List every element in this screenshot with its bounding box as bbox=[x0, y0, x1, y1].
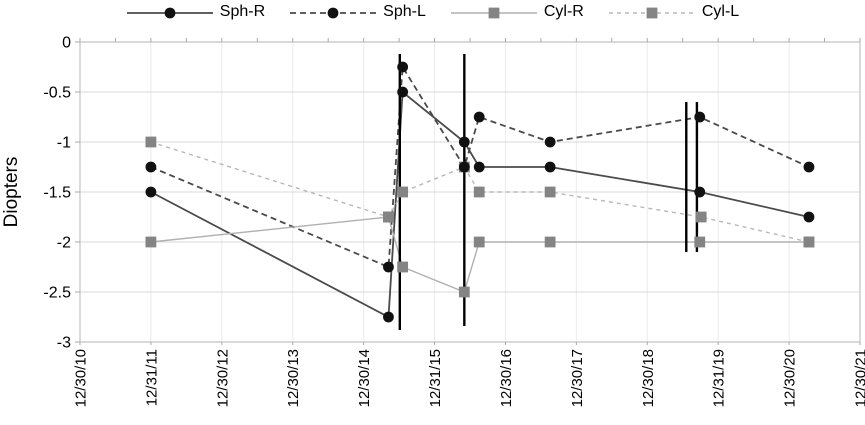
y-tick-label: 0 bbox=[62, 35, 71, 52]
data-point-marker-sph-r bbox=[383, 311, 394, 323]
y-tick-label: -2.5 bbox=[43, 285, 71, 302]
x-tick-label: 12/30/21 bbox=[853, 349, 865, 407]
y-tick-label: -2 bbox=[57, 235, 71, 252]
data-point-marker-cyl-l bbox=[544, 186, 556, 198]
data-point-marker-sph-l bbox=[383, 261, 394, 273]
legend-item-cyl-r: Cyl-R bbox=[450, 2, 584, 24]
x-tick-label: 12/30/12 bbox=[214, 349, 231, 407]
data-point-marker-sph-l bbox=[803, 161, 815, 173]
data-point-marker-sph-r bbox=[458, 136, 470, 148]
legend-swatch-cyl-l-icon bbox=[608, 7, 695, 19]
legend-swatch-cyl-r-icon bbox=[450, 7, 537, 19]
data-point-marker-cyl-l bbox=[397, 186, 409, 198]
data-point-marker-cyl-r bbox=[488, 7, 500, 19]
x-tick-label: 12/30/10 bbox=[73, 349, 90, 407]
data-point-marker-sph-r bbox=[473, 161, 485, 173]
x-tick-label: 12/30/13 bbox=[285, 349, 302, 407]
data-point-marker-sph-l bbox=[458, 161, 470, 173]
data-point-marker-sph-r bbox=[164, 7, 176, 19]
x-tick-label: 12/30/18 bbox=[640, 349, 657, 407]
legend-item-cyl-l: Cyl-L bbox=[608, 2, 739, 24]
data-point-marker-cyl-r bbox=[544, 236, 556, 248]
y-tick-label: -1.5 bbox=[43, 185, 71, 202]
legend-label-sph-l: Sph-L bbox=[383, 3, 426, 20]
series-line-sph-l bbox=[150, 64, 810, 269]
data-point-marker-sph-l bbox=[694, 111, 706, 123]
x-tick-label: 12/30/20 bbox=[782, 349, 799, 407]
data-point-marker-cyl-r bbox=[458, 286, 470, 298]
data-point-marker-sph-r bbox=[803, 211, 815, 223]
legend-item-sph-l: Sph-L bbox=[289, 2, 426, 24]
data-point-marker-cyl-r bbox=[145, 236, 157, 248]
x-tick-label: 12/31/15 bbox=[427, 349, 444, 407]
data-point-marker-cyl-l bbox=[383, 211, 394, 223]
data-point-marker-cyl-l bbox=[803, 236, 815, 248]
series-line-cyl-r bbox=[150, 216, 809, 293]
legend-label-cyl-r: Cyl-R bbox=[543, 3, 584, 20]
data-point-marker-cyl-l bbox=[145, 136, 157, 148]
data-point-marker-sph-l bbox=[145, 161, 157, 173]
data-point-marker-sph-l bbox=[544, 136, 556, 148]
data-point-marker-sph-l bbox=[473, 111, 485, 123]
x-tick-label: 12/31/19 bbox=[711, 349, 728, 407]
data-point-marker-cyl-l bbox=[473, 186, 485, 198]
data-point-marker-cyl-r bbox=[694, 236, 706, 248]
x-tick-label: 12/30/16 bbox=[498, 349, 515, 407]
y-tick-label: -3 bbox=[57, 335, 71, 352]
legend-swatch-sph-l-icon bbox=[290, 7, 377, 19]
chart-legend: Sph-R Sph-L Cyl-R Cyl-L bbox=[0, 0, 865, 26]
x-tick-label: 12/30/17 bbox=[569, 349, 586, 407]
x-tick-label: 12/31/11 bbox=[143, 349, 160, 406]
legend-item-sph-r: Sph-R bbox=[126, 2, 265, 24]
y-tick-label: -1 bbox=[57, 135, 71, 152]
data-point-marker-cyl-l bbox=[695, 211, 707, 223]
data-point-marker-sph-r bbox=[544, 161, 556, 173]
data-point-marker-cyl-r bbox=[473, 236, 485, 248]
data-point-marker-sph-r bbox=[145, 186, 157, 198]
series-line-sph-r bbox=[150, 90, 810, 319]
y-tick-label: -0.5 bbox=[43, 85, 71, 102]
legend-label-sph-r: Sph-R bbox=[219, 3, 266, 20]
x-tick-label: 12/30/14 bbox=[356, 349, 373, 407]
legend-swatch-sph-r-icon bbox=[126, 7, 213, 19]
data-point-marker-sph-r bbox=[397, 86, 409, 98]
legend-label-cyl-l: Cyl-L bbox=[701, 3, 740, 20]
data-point-marker-sph-l bbox=[327, 7, 339, 19]
data-point-marker-cyl-l bbox=[646, 7, 658, 19]
data-point-marker-sph-l bbox=[397, 61, 409, 73]
data-point-marker-cyl-r bbox=[397, 261, 409, 273]
data-point-marker-sph-r bbox=[694, 186, 706, 198]
y-axis-title: Diopters bbox=[1, 157, 22, 228]
